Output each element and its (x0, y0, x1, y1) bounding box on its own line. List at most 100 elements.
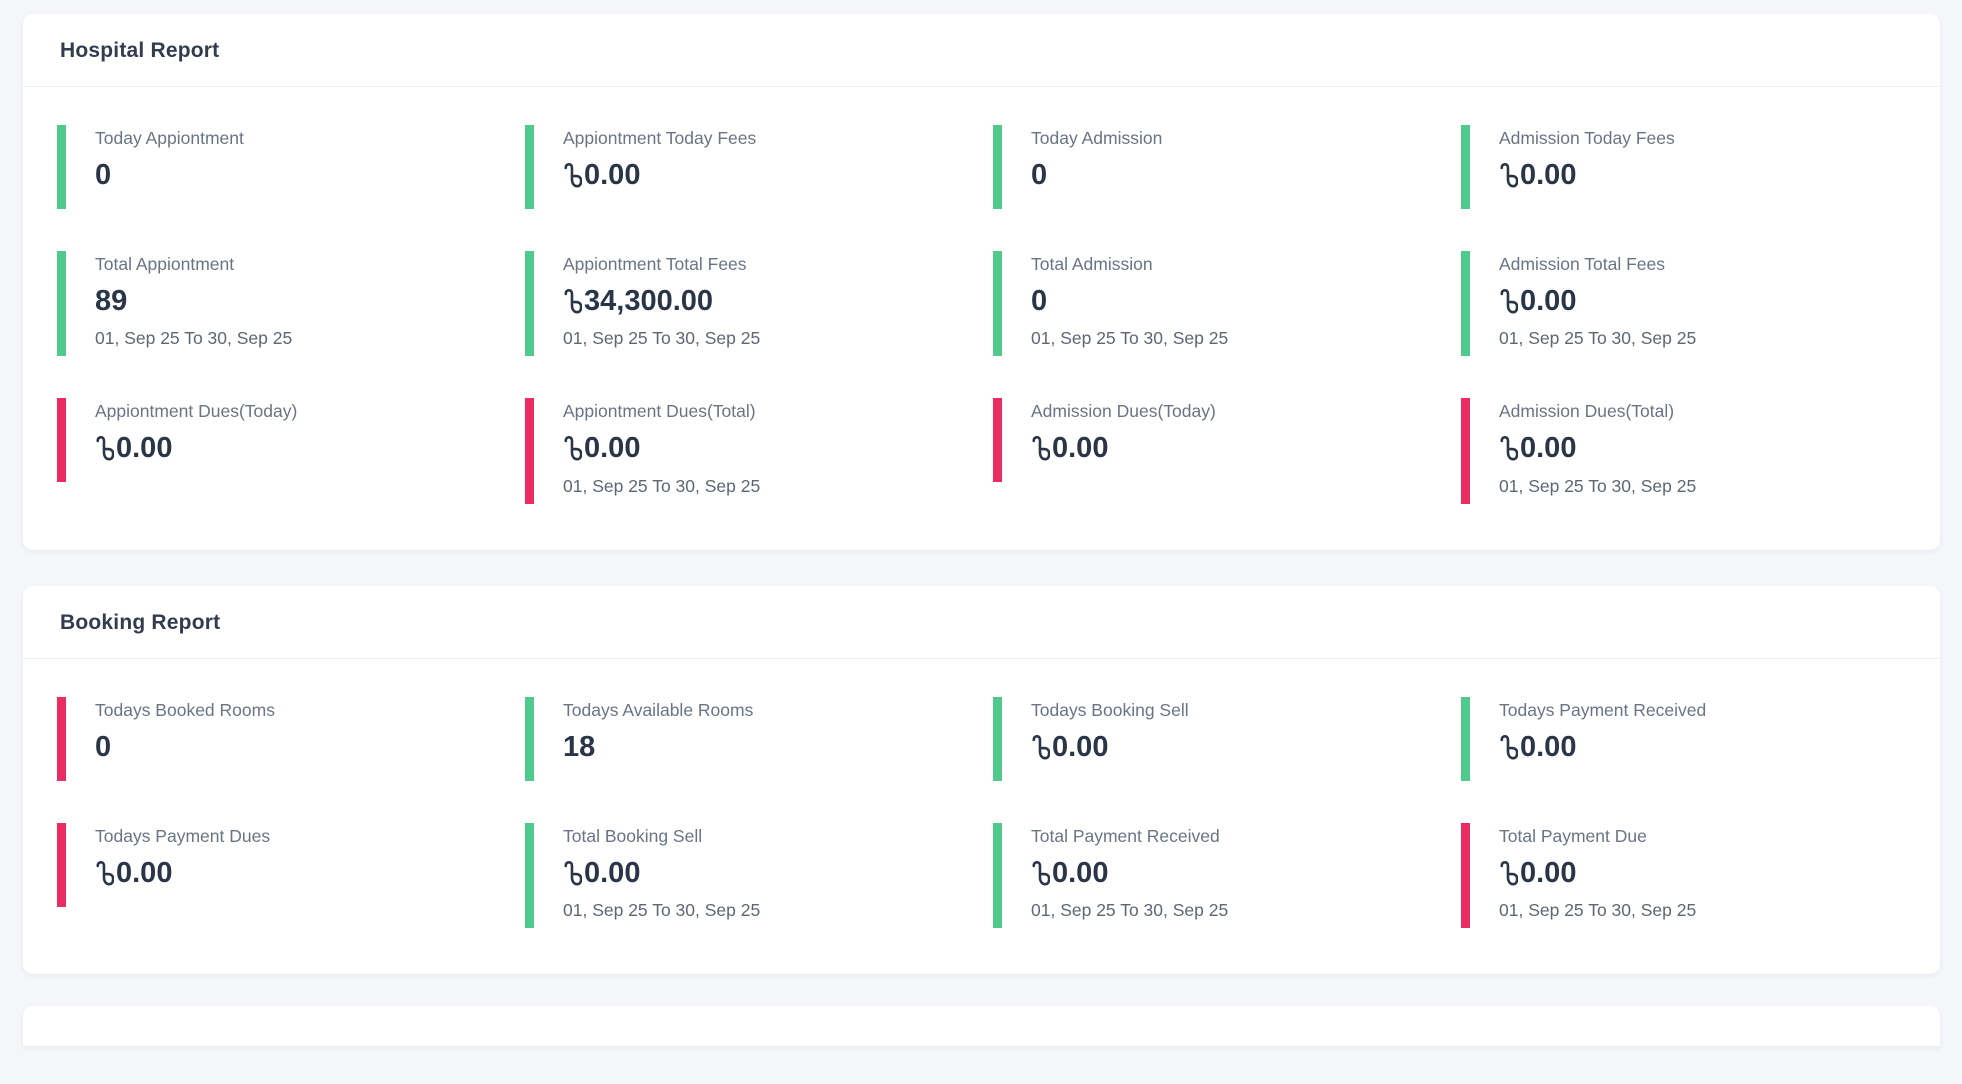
stat-value: 0.00 (563, 856, 961, 889)
stat-label: Appiontment Today Fees (563, 128, 757, 148)
stat-amount: 0.00 (1052, 432, 1109, 465)
stat-value: 0 (1031, 285, 1429, 317)
stat-label: Todays Payment Received (1499, 699, 1707, 720)
report-card: Booking Report Todays Booked Rooms 0 Tod… (23, 585, 1940, 975)
stat-period: 01, Sep 25 To 30, Sep 25 (1499, 900, 1697, 921)
stat-amount: 0.00 (116, 432, 173, 465)
stat-period: 01, Sep 25 To 30, Sep 25 (1031, 900, 1229, 921)
stat-label: Appiontment Total Fees (563, 254, 747, 274)
stats-grid: Todays Booked Rooms 0 Todays Available R… (57, 696, 1903, 929)
stat-amount: 0.00 (1520, 432, 1577, 465)
taka-currency-icon (1031, 860, 1050, 887)
stat-tile: Todays Payment Received 0.00 (1461, 696, 1903, 781)
stat-value: 0.00 (1499, 730, 1897, 763)
stat-amount: 0 (95, 159, 112, 191)
stat-label: Total Appiontment (95, 254, 235, 274)
report-title: Hospital Report (60, 39, 220, 62)
stat-tile: Today Admission 0 (993, 125, 1435, 209)
stat-value: 89 (95, 285, 493, 317)
stat-value: 0.00 (563, 160, 961, 190)
taka-currency-icon (1499, 288, 1518, 315)
stat-label: Admission Today Fees (1499, 128, 1675, 148)
stat-amount: 0 (95, 730, 112, 763)
next-card-partial (23, 1006, 1940, 1047)
stat-label: Appiontment Dues(Today) (95, 401, 298, 422)
stat-amount: 0 (1031, 285, 1048, 317)
report-title: Booking Report (60, 610, 221, 634)
stat-period: 01, Sep 25 To 30, Sep 25 (563, 900, 761, 921)
stat-tile: Appiontment Dues(Today) 0.00 (57, 398, 499, 483)
stat-amount: 0.00 (584, 856, 641, 889)
taka-currency-icon (95, 860, 114, 887)
report-card-header: Hospital Report (23, 14, 1940, 87)
stat-label: Admission Total Fees (1499, 254, 1666, 274)
stat-tile: Admission Dues(Total) 0.00 01, Sep 25 To… (1461, 398, 1903, 504)
taka-currency-icon (563, 162, 582, 189)
taka-currency-icon (1031, 435, 1050, 462)
report-card-body: Todays Booked Rooms 0 Todays Available R… (23, 659, 1940, 974)
stat-period: 01, Sep 25 To 30, Sep 25 (95, 328, 293, 349)
stat-value: 0.00 (1499, 160, 1897, 190)
stat-tile: Total Booking Sell 0.00 01, Sep 25 To 30… (525, 822, 967, 929)
stat-value: 0.00 (1031, 432, 1429, 465)
stat-tile: Total Payment Received 0.00 01, Sep 25 T… (993, 822, 1435, 929)
stat-amount: 0.00 (1052, 856, 1109, 889)
stat-label: Total Admission (1031, 254, 1153, 274)
stat-amount: 0.00 (1520, 159, 1577, 191)
stat-amount: 34,300.00 (584, 285, 714, 317)
stat-label: Total Booking Sell (563, 825, 703, 846)
stat-tile: Total Admission 0 01, Sep 25 To 30, Sep … (993, 251, 1435, 357)
stat-label: Total Payment Due (1499, 825, 1647, 846)
stat-value: 0.00 (1031, 730, 1429, 763)
stat-amount: 0.00 (584, 159, 641, 191)
taka-currency-icon (95, 435, 114, 462)
stat-amount: 0.00 (1052, 730, 1109, 763)
stat-label: Total Payment Received (1031, 825, 1220, 846)
stat-label: Todays Booked Rooms (95, 699, 275, 720)
stat-label: Admission Dues(Today) (1031, 401, 1216, 422)
taka-currency-icon (563, 435, 582, 462)
stat-value: 0.00 (1499, 857, 1897, 888)
stat-amount: 0.00 (584, 432, 641, 465)
stat-value: 0.00 (95, 432, 493, 465)
stat-period: 01, Sep 25 To 30, Sep 25 (563, 475, 761, 496)
stat-tile: Todays Booking Sell 0.00 (993, 696, 1435, 781)
taka-currency-icon (563, 860, 582, 887)
stat-amount: 0.00 (1520, 730, 1577, 763)
dashboard-report-page: Hospital Report Today Appiontment 0 Appi… (23, 14, 1940, 1047)
stat-amount: 0.00 (1520, 285, 1577, 317)
stat-value: 0.00 (1499, 286, 1897, 316)
stats-grid: Today Appiontment 0 Appiontment Today Fe… (57, 125, 1903, 504)
stat-label: Todays Booking Sell (1031, 699, 1189, 720)
taka-currency-icon (1499, 734, 1518, 761)
stat-value: 0 (1031, 159, 1429, 191)
stat-amount: 18 (563, 730, 596, 763)
stat-period: 01, Sep 25 To 30, Sep 25 (563, 328, 761, 349)
stat-tile: Todays Booked Rooms 0 (57, 696, 499, 781)
stat-tile: Admission Total Fees 0.00 01, Sep 25 To … (1461, 251, 1903, 357)
stat-label: Todays Available Rooms (563, 699, 754, 720)
taka-currency-icon (1499, 162, 1518, 189)
stat-tile: Appiontment Today Fees 0.00 (525, 125, 967, 209)
stat-tile: Total Payment Due 0.00 01, Sep 25 To 30,… (1461, 822, 1903, 929)
stat-label: Today Appiontment (95, 128, 244, 148)
stat-value: 0.00 (1031, 856, 1429, 889)
report-card-body: Today Appiontment 0 Appiontment Today Fe… (23, 87, 1940, 550)
stat-label: Admission Dues(Total) (1499, 401, 1675, 422)
stat-tile: Today Appiontment 0 (57, 125, 499, 209)
stat-value: 18 (563, 730, 961, 763)
stat-tile: Appiontment Dues(Total) 0.00 01, Sep 25 … (525, 398, 967, 504)
stat-amount: 89 (95, 285, 128, 317)
stat-value: 0.00 (1499, 432, 1897, 465)
stat-amount: 0 (1031, 159, 1048, 191)
stat-amount: 0.00 (116, 856, 173, 889)
stat-tile: Admission Today Fees 0.00 (1461, 125, 1903, 209)
taka-currency-icon (1499, 860, 1518, 887)
stat-label: Todays Payment Dues (95, 825, 271, 846)
stat-value: 0 (95, 730, 493, 763)
stat-period: 01, Sep 25 To 30, Sep 25 (1499, 475, 1697, 496)
stat-label: Appiontment Dues(Total) (563, 401, 756, 422)
stat-tile: Appiontment Total Fees 34,300.00 01, Sep… (525, 251, 967, 357)
stat-label: Today Admission (1031, 128, 1163, 148)
stat-period: 01, Sep 25 To 30, Sep 25 (1499, 328, 1697, 349)
